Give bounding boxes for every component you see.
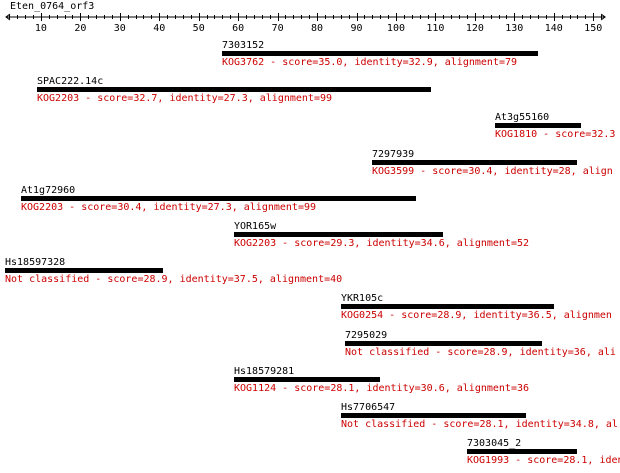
- hit-alignment-bar[interactable]: [21, 196, 416, 201]
- hit-description[interactable]: KOG2203 - score=29.3, identity=34.6, ali…: [234, 238, 530, 249]
- hit-description[interactable]: KOG3599 - score=30.4, identity=28, align: [372, 166, 613, 177]
- hit-description[interactable]: KOG1124 - score=28.1, identity=30.6, ali…: [234, 383, 530, 394]
- hit-alignment-bar[interactable]: [341, 413, 526, 418]
- hit-alignment-bar[interactable]: [372, 160, 577, 165]
- ruler-tick-label: 10: [35, 23, 47, 34]
- scale-ruler: 10 20 30 40 50 60 70 80 90 100 110 120 130 140 150: [5, 13, 606, 34]
- hit-name[interactable]: 7297939: [372, 149, 415, 160]
- ruler-tick-label: 110: [426, 23, 444, 34]
- ruler-tick-label: 60: [232, 23, 244, 34]
- ruler-tick-label: 50: [193, 23, 205, 34]
- hit-description[interactable]: KOG3762 - score=35.0, identity=32.9, ali…: [222, 57, 518, 68]
- ruler-tick-label: 140: [545, 23, 563, 34]
- ruler-tick-label: 120: [466, 23, 484, 34]
- ruler-tick-label: 130: [505, 23, 523, 34]
- hit-alignment-bar[interactable]: [234, 232, 443, 237]
- hit-alignment-bar[interactable]: [341, 304, 554, 309]
- ruler-tick-label: 30: [114, 23, 126, 34]
- hit-description[interactable]: KOG2203 - score=30.4, identity=27.3, ali…: [21, 202, 317, 213]
- query-title: Eten_0764_orf3: [10, 1, 95, 12]
- hit-description[interactable]: Not classified - score=28.9, identity=37…: [5, 274, 343, 285]
- hit-alignment-bar[interactable]: [5, 268, 163, 273]
- hit-name[interactable]: 7303045_2: [467, 438, 522, 449]
- hit-name[interactable]: YKR105c: [341, 293, 384, 304]
- hit-description[interactable]: Not classified - score=28.1, identity=34…: [341, 419, 618, 430]
- hit-description[interactable]: KOG2203 - score=32.7, identity=27.3, ali…: [37, 93, 333, 104]
- hit-name[interactable]: SPAC222.14c: [37, 76, 104, 87]
- hit-name[interactable]: YOR165w: [234, 221, 277, 232]
- hit-description[interactable]: KOG1993 - score=28.1, identit: [467, 455, 620, 466]
- hit-alignment-bar[interactable]: [222, 51, 538, 56]
- hit-description[interactable]: KOG0254 - score=28.9, identity=36.5, ali…: [341, 310, 612, 321]
- hit-alignment-bar[interactable]: [495, 123, 581, 128]
- hit-description[interactable]: KOG1810 - score=32.3: [495, 129, 616, 140]
- hit-alignment-bar[interactable]: [345, 341, 542, 346]
- hit-name[interactable]: Hs18597328: [5, 257, 66, 268]
- ruler-tick-label: 20: [74, 23, 86, 34]
- hit-name[interactable]: 7303152: [222, 40, 265, 51]
- hit-name[interactable]: 7295029: [345, 330, 388, 341]
- ruler-tick-label: 100: [387, 23, 405, 34]
- ruler-tick-label: 90: [350, 23, 362, 34]
- hit-alignment-bar[interactable]: [234, 377, 380, 382]
- ruler-tick-label: 40: [153, 23, 165, 34]
- hit-description[interactable]: Not classified - score=28.9, identity=36…: [345, 347, 616, 358]
- hit-name[interactable]: Hs7706547: [341, 402, 396, 413]
- ruler-tick-label: 70: [272, 23, 284, 34]
- ruler-tick-label: 150: [584, 23, 602, 34]
- hit-name[interactable]: At1g72960: [21, 185, 76, 196]
- hit-name[interactable]: At3g55160: [495, 112, 550, 123]
- hit-name[interactable]: Hs18579281: [234, 366, 295, 377]
- hit-alignment-bar[interactable]: [37, 87, 431, 92]
- ruler-right-arrow: [600, 13, 606, 21]
- ruler-left-arrow: [5, 13, 11, 21]
- ruler-tick-label: 80: [311, 23, 323, 34]
- hit-alignment-bar[interactable]: [467, 449, 577, 454]
